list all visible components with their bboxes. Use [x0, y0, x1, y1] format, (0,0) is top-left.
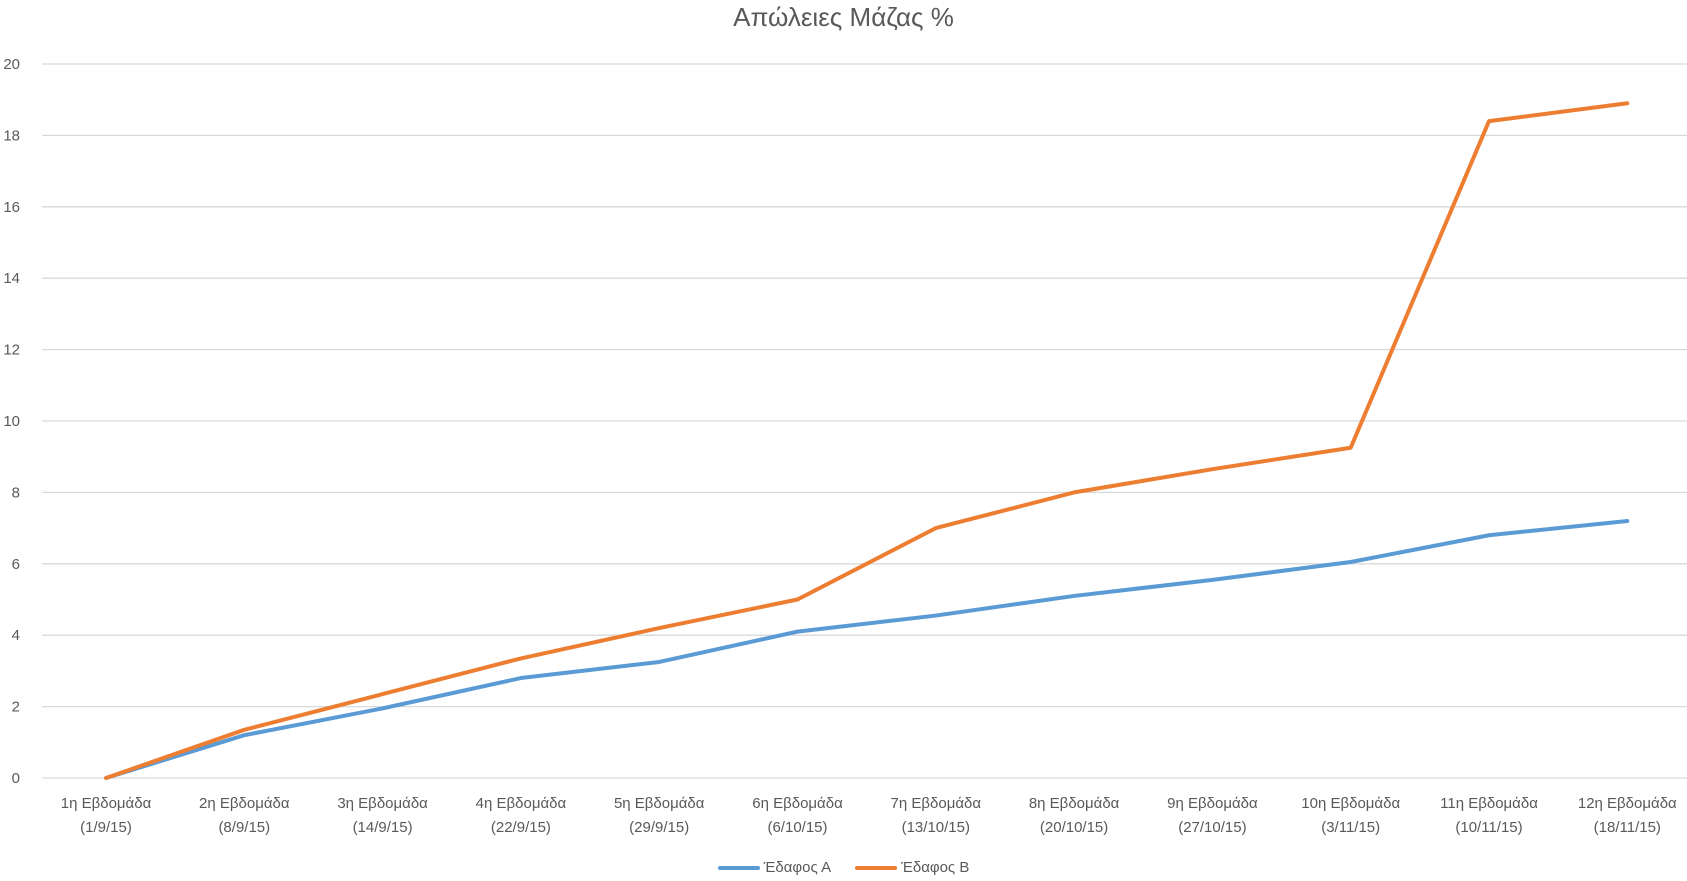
x-tick-label: 5η Εβδομάδα (29/9/15) — [614, 795, 705, 836]
x-tick-label: 6η Εβδομάδα (6/10/15) — [752, 795, 843, 836]
x-axis-ticks: 1η Εβδομάδα (1/9/15) 2η Εβδομάδα (8/9/15) 3η… — [61, 795, 1677, 836]
y-tick-label: 16 — [3, 199, 20, 216]
series-line-b — [104, 101, 1630, 780]
y-tick-label: 8 — [12, 484, 20, 501]
legend-label-series-a: Έδαφος Α — [763, 859, 832, 876]
y-tick-label: 0 — [12, 770, 20, 787]
legend: Έδαφος Α Έδαφος Β — [0, 859, 1687, 876]
x-tick-label: 2η Εβδομάδα (8/9/15) — [199, 795, 290, 836]
legend-item-series-b: Έδαφος Β — [855, 859, 969, 876]
y-tick-label: 12 — [3, 342, 20, 359]
x-tick-label: 7η Εβδομάδα (13/10/15) — [891, 795, 982, 836]
legend-swatch-series-a — [717, 865, 760, 870]
y-tick-label: 4 — [12, 627, 20, 644]
y-axis-ticks: 0 2 4 6 8 10 12 14 16 18 20 — [3, 56, 20, 787]
x-tick-label: 11η Εβδομάδα (10/11/15) — [1440, 795, 1538, 836]
legend-item-series-a: Έδαφος Α — [717, 859, 832, 876]
series-lines — [104, 101, 1630, 780]
x-tick-label: 8η Εβδομάδα (20/10/15) — [1029, 795, 1120, 836]
chart-title: Απώλειες Μάζας % — [733, 2, 954, 32]
legend-swatch-series-b — [855, 865, 898, 870]
legend-label-series-b: Έδαφος Β — [901, 859, 970, 876]
y-tick-label: 20 — [3, 56, 20, 73]
y-tick-label: 14 — [3, 270, 20, 287]
y-tick-label: 10 — [3, 413, 20, 430]
y-tick-label: 6 — [12, 556, 20, 573]
x-tick-label: 3η Εβδομάδα (14/9/15) — [337, 795, 428, 836]
y-tick-label: 18 — [3, 127, 20, 144]
x-tick-label: 1η Εβδομάδα (1/9/15) — [61, 795, 152, 836]
series-line-a — [104, 518, 1630, 780]
y-tick-label: 2 — [12, 699, 20, 716]
x-tick-label: 4η Εβδομάδα (22/9/15) — [476, 795, 567, 836]
x-tick-label: 10η Εβδομάδα (3/11/15) — [1301, 795, 1400, 836]
x-tick-label: 9η Εβδομάδα (27/10/15) — [1167, 795, 1258, 836]
gridlines — [42, 63, 1687, 779]
x-tick-label: 12η Εβδομάδα (18/11/15) — [1578, 795, 1677, 836]
